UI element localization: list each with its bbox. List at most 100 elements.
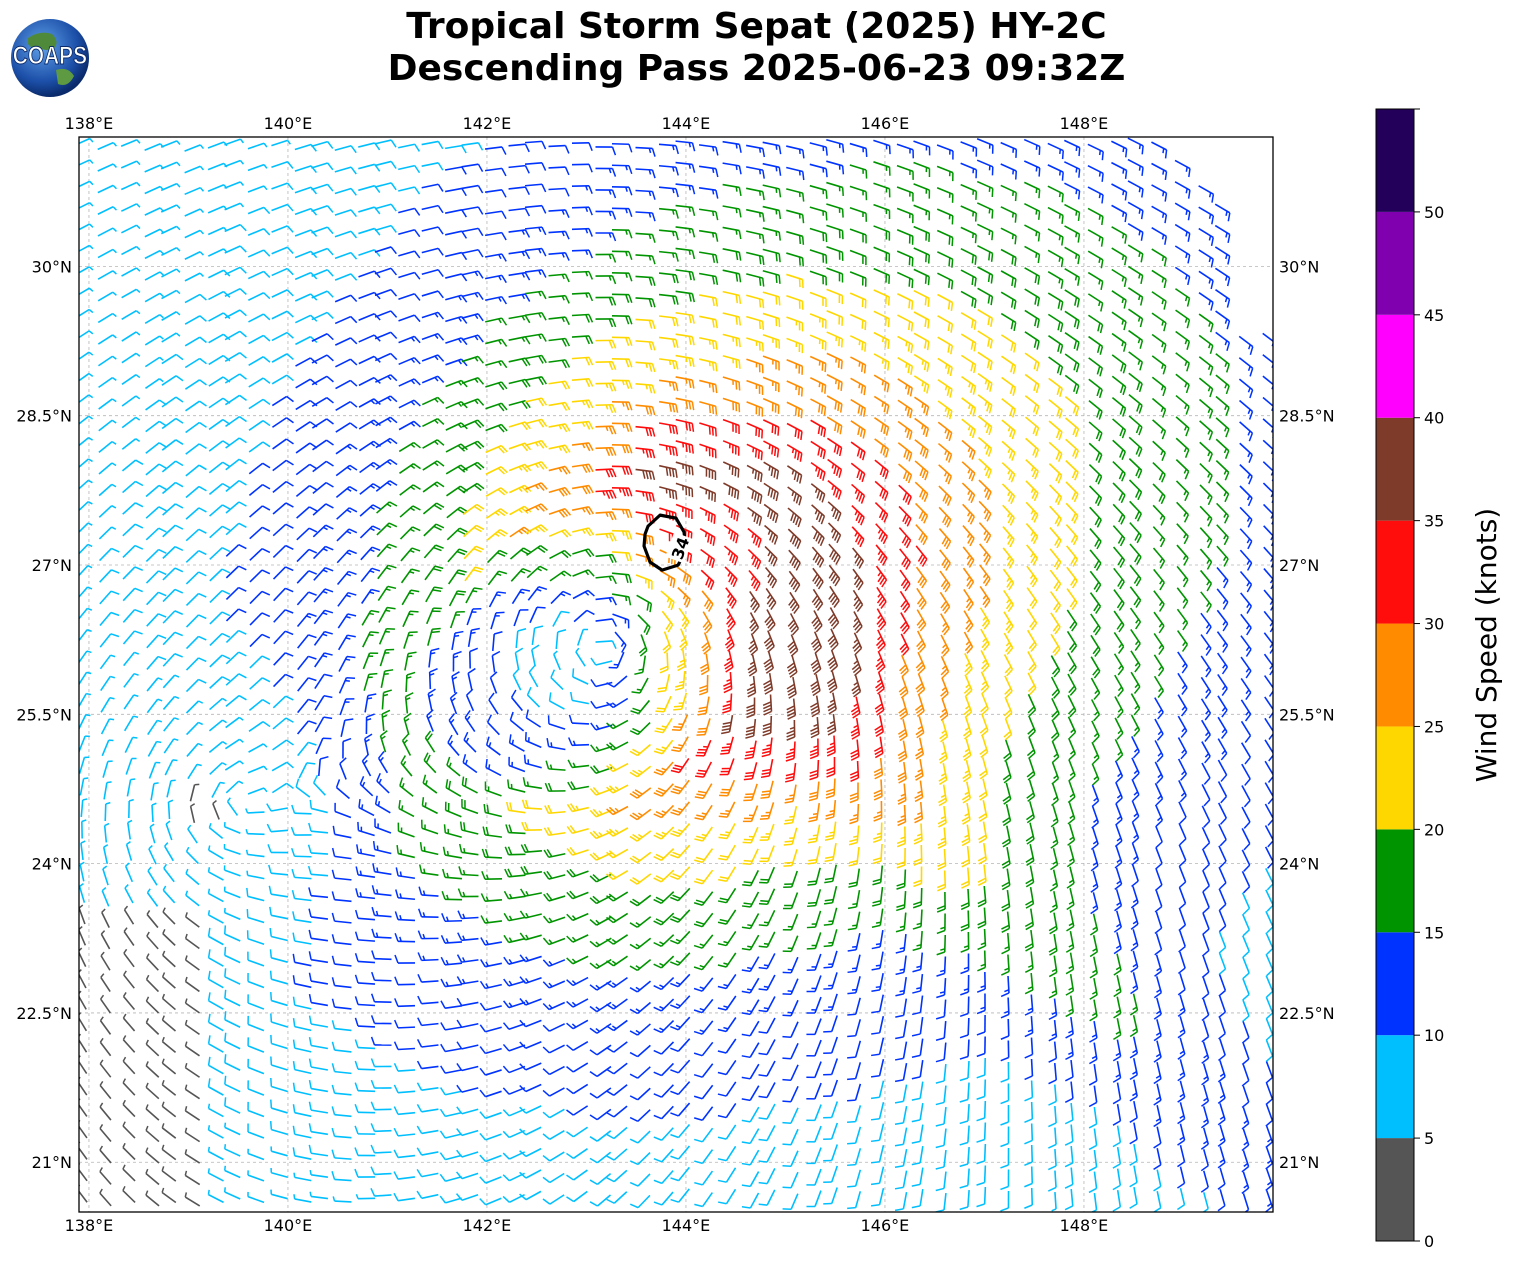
barb-flag: [882, 446, 887, 456]
barb-flag: [1247, 497, 1253, 507]
barb-flag: [1187, 254, 1191, 264]
barb-half: [369, 548, 375, 553]
barb-staff: [121, 288, 137, 299]
barb-staff: [121, 438, 137, 450]
barb-half: [1030, 552, 1034, 558]
barb-staff: [79, 501, 89, 514]
barb-half: [410, 401, 416, 406]
barb-staff: [207, 162, 225, 171]
wind-barb: [161, 246, 181, 257]
barb-half: [1247, 452, 1251, 458]
barb-half: [538, 312, 542, 318]
barb-flag: [625, 294, 630, 303]
wind-barb: [762, 355, 780, 371]
barb-flag: [853, 598, 860, 607]
barb-flag: [1140, 253, 1144, 263]
wind-barb: [446, 485, 468, 497]
wind-barb: [826, 309, 844, 326]
barb-half: [1207, 408, 1211, 414]
wind-barb: [1064, 310, 1080, 330]
wind-barb: [144, 207, 165, 216]
barb-flag: [1073, 515, 1079, 524]
barb-flag: [725, 617, 733, 625]
wind-barb: [398, 399, 421, 409]
barb-half: [705, 510, 708, 516]
barb-half: [835, 357, 838, 363]
barb-staff: [184, 379, 201, 390]
barb-flag: [370, 609, 380, 613]
wind-barb: [915, 524, 928, 546]
barb-flag: [823, 428, 827, 438]
wind-barb: [1200, 591, 1212, 613]
wind-barb: [571, 313, 594, 323]
barb-flag: [793, 471, 797, 481]
wind-barb: [313, 588, 334, 603]
barb-flag: [758, 320, 762, 330]
barb-flag: [802, 149, 805, 159]
wind-barb: [702, 611, 713, 634]
barb-half: [608, 189, 612, 195]
wind-barb: [185, 592, 207, 607]
wind-barb: [122, 566, 144, 580]
barb-flag: [708, 447, 711, 457]
barb-flag: [588, 335, 594, 345]
wind-barb: [722, 440, 740, 456]
wind-barb: [444, 166, 467, 175]
wind-barb: [828, 564, 841, 587]
barb-flag: [707, 533, 711, 543]
wind-barb: [79, 607, 93, 623]
wind-barb: [1214, 203, 1231, 222]
wind-barb: [295, 335, 318, 346]
wind-barb: [1088, 485, 1103, 507]
barb-flag: [925, 428, 930, 437]
barb-flag: [1188, 168, 1191, 178]
barb-staff: [98, 462, 113, 475]
barb-half: [758, 190, 762, 196]
wind-barb: [464, 566, 484, 582]
barb-flag: [671, 403, 676, 413]
barb-flag: [792, 581, 799, 590]
barb-half: [434, 312, 439, 318]
barb-flag: [221, 547, 231, 553]
wind-barb: [658, 422, 679, 435]
wind-barb: [160, 182, 181, 192]
barb-half: [1184, 382, 1188, 388]
barb-staff: [185, 592, 200, 607]
barb-half: [1161, 256, 1165, 262]
barb-flag: [736, 490, 740, 500]
barb-staff: [122, 587, 136, 602]
barb-half: [735, 208, 738, 214]
barb-staff: [311, 247, 328, 256]
barb-flag: [1095, 584, 1102, 593]
barb-half: [967, 468, 971, 474]
wind-barb: [611, 142, 633, 153]
barb-half: [735, 143, 738, 149]
wind-barb: [976, 202, 994, 219]
barb-flag: [856, 558, 863, 567]
barb-flag: [800, 409, 803, 419]
barb-half: [642, 491, 645, 497]
barb-flag: [923, 515, 929, 524]
barb-flag: [175, 481, 184, 488]
barb-flag: [476, 524, 485, 531]
barb-flag: [389, 480, 398, 486]
barb-flag: [1208, 475, 1213, 484]
barb-half: [750, 597, 755, 602]
wind-barb: [548, 507, 572, 518]
barb-staff: [184, 208, 201, 217]
barb-flag: [473, 505, 482, 512]
wind-barb: [762, 205, 782, 220]
barb-staff: [595, 618, 613, 622]
barb-staff: [79, 223, 90, 233]
barb-flag: [390, 395, 398, 403]
barb-staff: [334, 294, 352, 303]
barb-flag: [762, 191, 765, 201]
barb-staff: [185, 443, 200, 455]
wind-barb: [209, 504, 231, 517]
wind-barb: [98, 441, 117, 453]
barb-flag: [758, 385, 761, 394]
barb-flag: [832, 487, 837, 496]
barb-half: [885, 144, 888, 150]
wind-barb: [658, 358, 679, 370]
barb-flag: [651, 493, 655, 502]
